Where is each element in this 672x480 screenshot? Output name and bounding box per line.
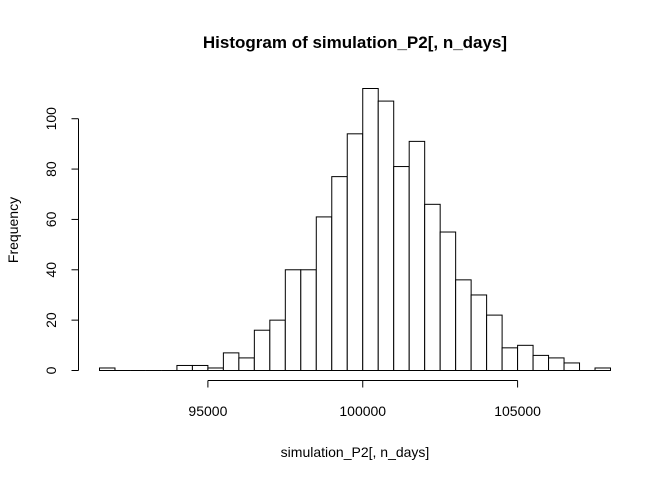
x-tick-label: 100000 <box>339 403 386 419</box>
histogram-bar <box>331 176 348 371</box>
histogram-bar <box>517 344 534 372</box>
histogram-bar <box>486 314 503 372</box>
histogram-bar <box>563 362 581 372</box>
y-tick-label: 40 <box>43 262 59 278</box>
histogram-bar <box>222 352 240 371</box>
histogram-bar <box>300 269 317 371</box>
histogram-bar <box>439 231 457 371</box>
bars-group <box>99 88 611 372</box>
chart-title: Histogram of simulation_P2[, n_days] <box>203 33 507 52</box>
y-tick-label: 100 <box>43 107 59 131</box>
histogram-bar <box>269 319 286 371</box>
histogram-bar <box>393 166 410 371</box>
histogram-bar <box>362 88 379 371</box>
y-axis-label: Frequency <box>5 197 21 263</box>
histogram-bar <box>424 203 441 371</box>
histogram-bar <box>377 100 395 371</box>
histogram-bar <box>470 294 488 372</box>
y-axis: 0 20 40 60 80 100 <box>43 107 79 374</box>
histogram-bar <box>594 367 611 372</box>
histogram-bar <box>315 216 333 371</box>
histogram-bar <box>548 357 565 371</box>
histogram-bar <box>501 347 519 372</box>
histogram-bar <box>346 133 364 371</box>
y-tick-label: 0 <box>43 366 59 374</box>
histogram-bar <box>238 357 255 371</box>
histogram-bar <box>284 269 302 371</box>
histogram-bar <box>207 367 224 372</box>
x-tick-label: 95000 <box>188 403 227 419</box>
y-tick-label: 60 <box>43 211 59 227</box>
histogram-bar <box>455 279 472 372</box>
histogram-bar <box>532 354 550 371</box>
histogram-bar <box>253 329 271 372</box>
y-tick-label: 80 <box>43 161 59 177</box>
histogram-bar <box>408 140 426 371</box>
y-tick-label: 20 <box>43 312 59 328</box>
x-axis-label: simulation_P2[, n_days] <box>281 444 430 460</box>
histogram-bar <box>191 364 209 372</box>
histogram-bar <box>99 367 116 372</box>
x-tick-label: 105000 <box>494 403 541 419</box>
x-axis: 95000 100000 105000 <box>188 380 541 419</box>
histogram-bar <box>176 364 193 372</box>
